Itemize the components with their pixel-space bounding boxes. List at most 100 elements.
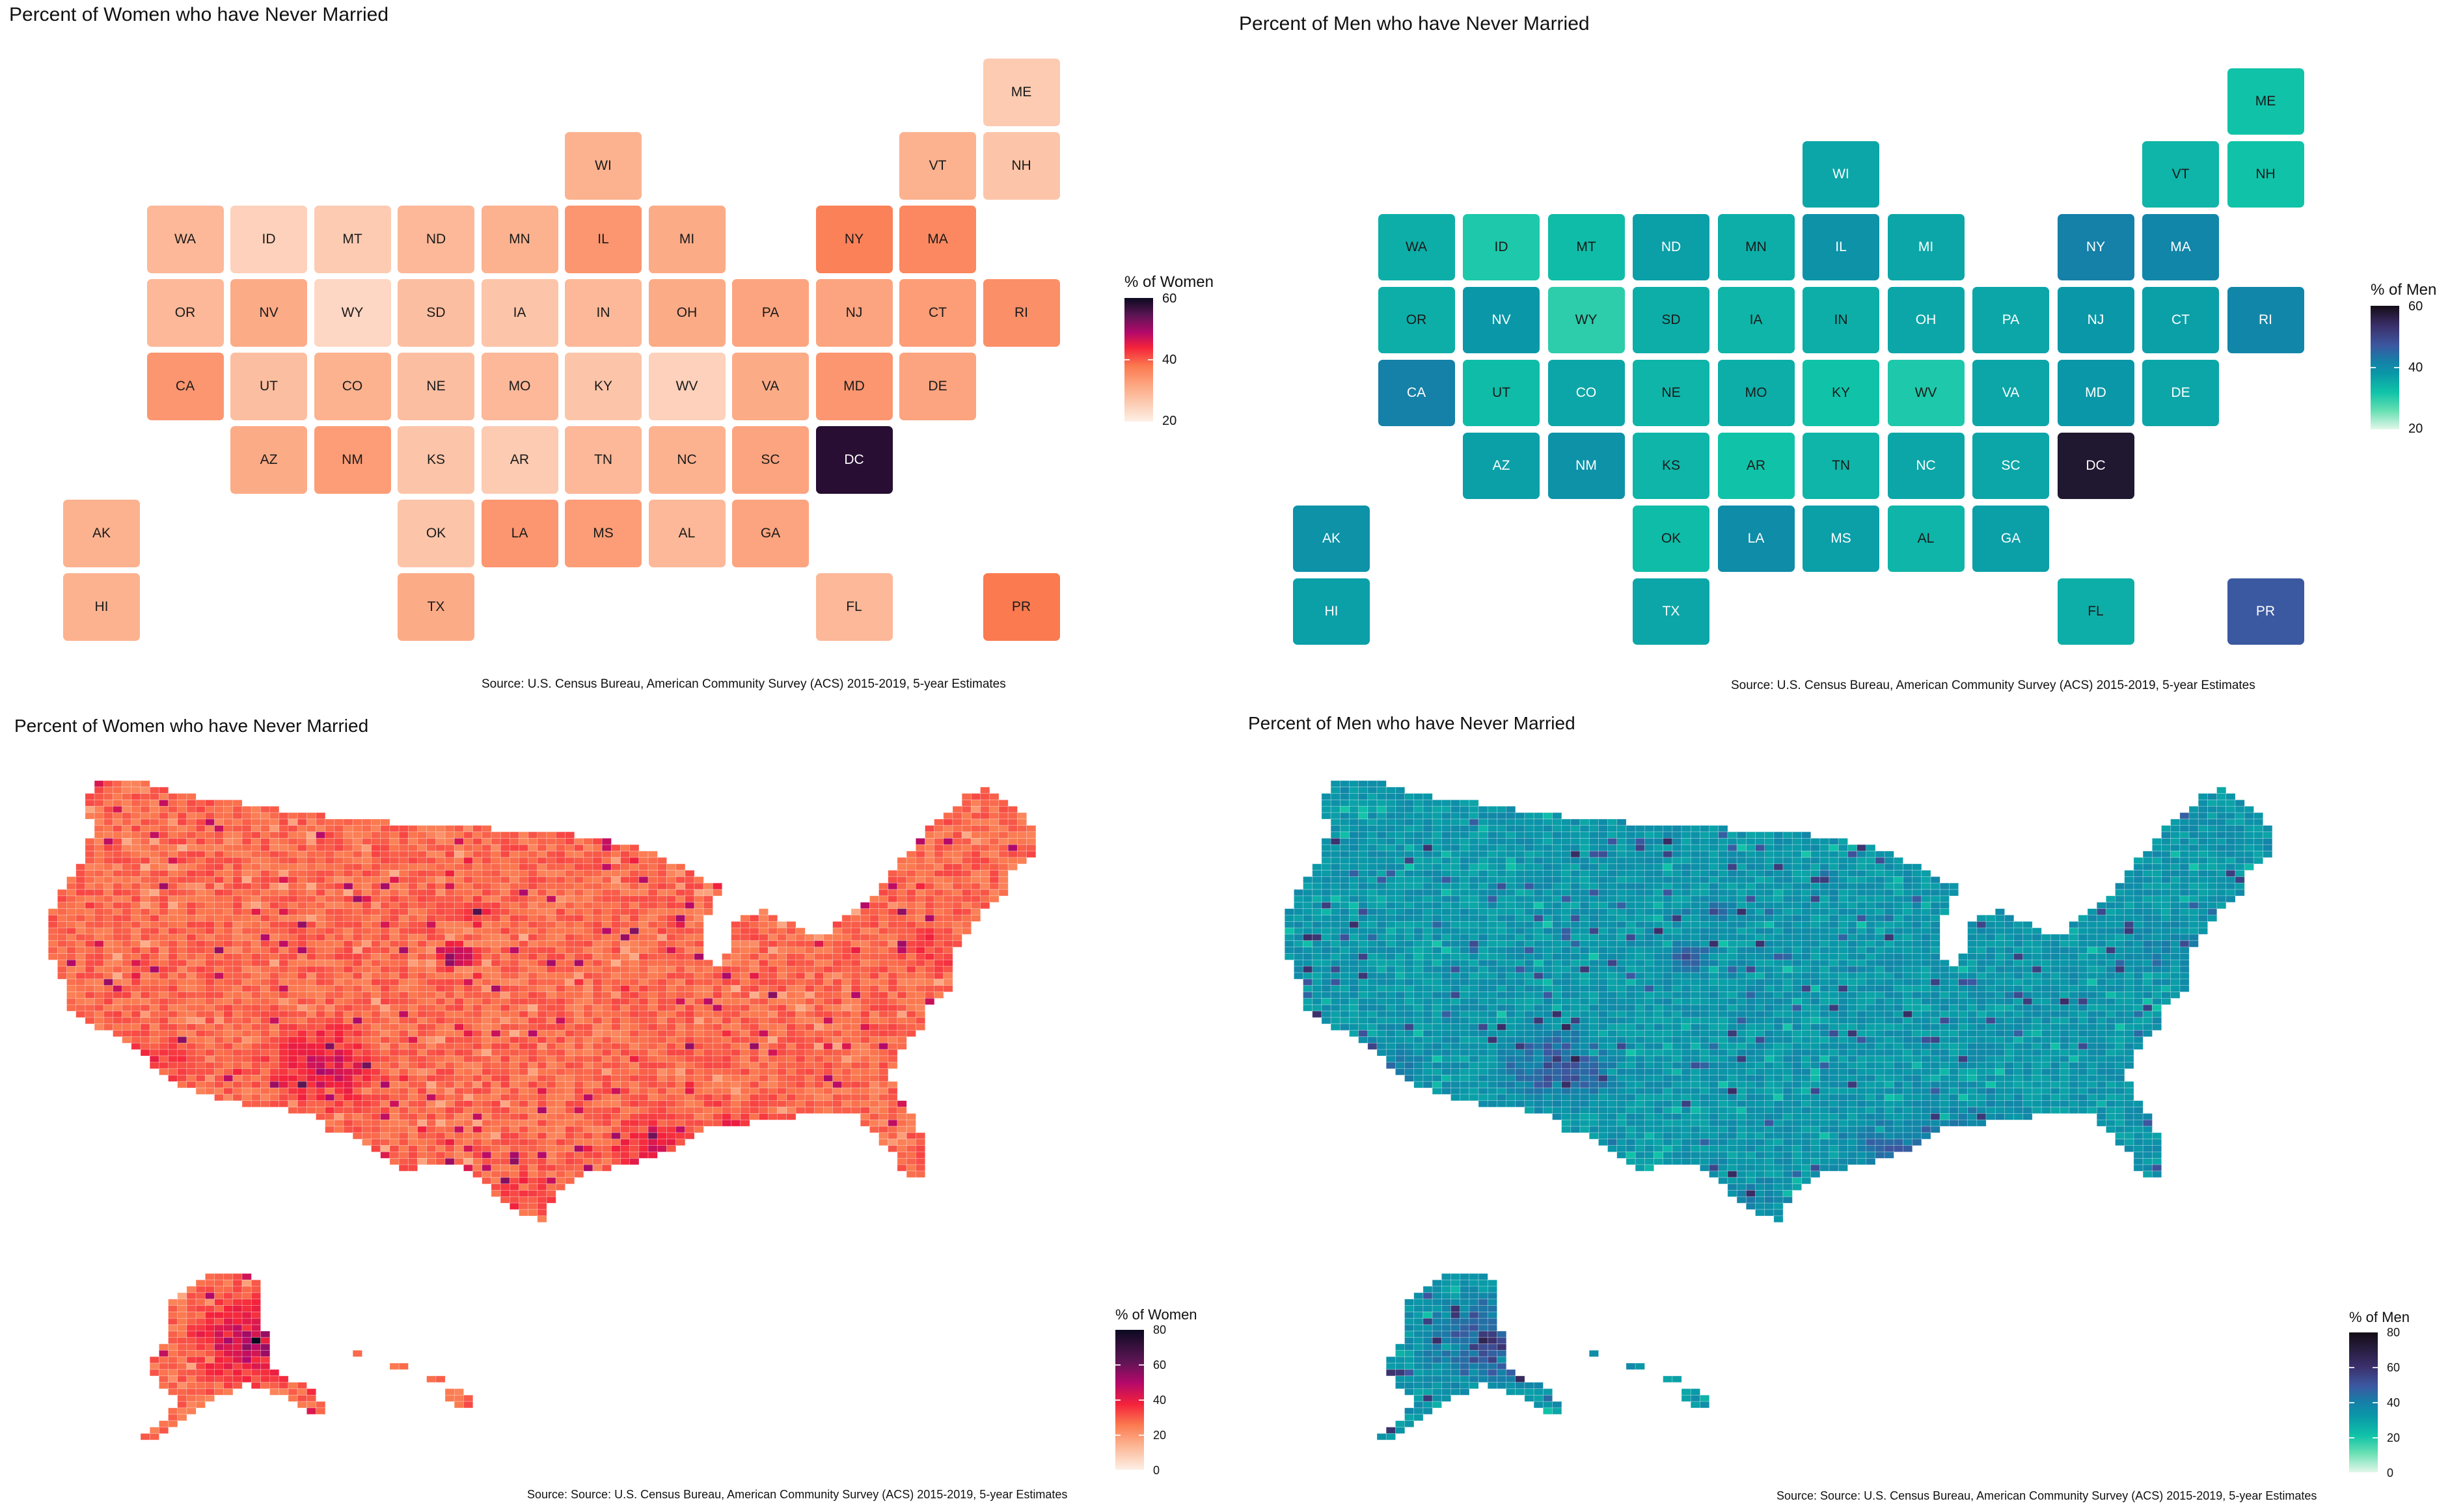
county-cell xyxy=(177,812,187,820)
county-cell xyxy=(620,889,631,897)
county-cell xyxy=(1349,780,1359,788)
county-cell xyxy=(592,1152,603,1159)
county-cell xyxy=(897,895,907,903)
county-cell xyxy=(731,947,741,954)
county-cell xyxy=(869,992,880,999)
county-cell xyxy=(998,831,1009,839)
county-cell xyxy=(1376,787,1387,794)
county-cell xyxy=(832,934,843,941)
county-cell xyxy=(1542,812,1553,820)
county-cell xyxy=(371,1062,381,1070)
county-cell xyxy=(223,1273,234,1280)
county-cell xyxy=(48,908,58,915)
county-cell xyxy=(555,985,565,992)
county-cell xyxy=(980,857,990,865)
county-cell xyxy=(407,1068,418,1075)
county-cell xyxy=(251,825,261,833)
county-cell xyxy=(574,953,584,960)
county-cell xyxy=(583,1075,593,1082)
state-label: NJ xyxy=(845,305,863,320)
county-cell xyxy=(159,1004,169,1012)
county-cell xyxy=(417,1049,428,1057)
county-cell xyxy=(888,1107,898,1114)
county-cell xyxy=(398,985,409,992)
county-cell xyxy=(343,1049,353,1057)
county-cell xyxy=(306,921,317,928)
county-cell xyxy=(241,985,252,992)
county-cell xyxy=(509,844,520,852)
county-cell xyxy=(583,1145,593,1152)
county-cell xyxy=(519,895,529,903)
county-cell xyxy=(371,1132,381,1140)
county-cell xyxy=(232,927,243,935)
county-cell xyxy=(380,1075,390,1082)
county-cell xyxy=(251,1330,261,1338)
county-cell xyxy=(491,1010,501,1018)
county-cell xyxy=(454,1394,464,1402)
county-cell xyxy=(657,895,667,903)
county-cell xyxy=(297,825,307,833)
county-cell xyxy=(657,1119,667,1127)
county-cell xyxy=(1007,805,1018,813)
county-cell xyxy=(565,1145,575,1152)
county-cell xyxy=(537,1132,547,1140)
county-cell xyxy=(316,972,326,980)
county-cell xyxy=(1422,812,1433,820)
county-cell xyxy=(832,940,843,948)
county-cell xyxy=(574,1094,584,1101)
county-cell xyxy=(389,934,400,941)
county-cell xyxy=(325,1094,335,1101)
legend-tick-label: 20 xyxy=(2408,422,2423,436)
county-cell xyxy=(860,902,870,910)
county-cell xyxy=(113,838,123,845)
county-cell xyxy=(906,921,916,928)
county-cell xyxy=(140,972,150,980)
county-cell xyxy=(897,882,907,890)
county-cell xyxy=(241,979,252,986)
county-cell xyxy=(297,953,307,960)
county-cell xyxy=(777,1055,787,1063)
county-cell xyxy=(629,876,640,884)
county-cell xyxy=(925,870,935,877)
county-cell xyxy=(435,992,446,999)
county-cell xyxy=(657,1030,667,1037)
county-cell xyxy=(204,908,215,915)
county-cell xyxy=(444,947,455,954)
county-cell xyxy=(352,1094,362,1101)
county-cell xyxy=(546,1126,556,1133)
county-cell xyxy=(241,838,252,845)
county-cell xyxy=(417,992,428,999)
county-cell xyxy=(122,805,132,813)
county-cell xyxy=(417,1081,428,1088)
county-cell xyxy=(528,1157,538,1165)
county-cell xyxy=(823,940,834,948)
county-cell xyxy=(159,1062,169,1070)
county-cell xyxy=(888,1049,898,1057)
county-cell xyxy=(610,940,621,948)
county-cell xyxy=(407,1139,418,1146)
county-cell xyxy=(610,947,621,954)
county-cell xyxy=(989,818,1000,826)
county-cell xyxy=(204,1004,215,1012)
county-cell xyxy=(1404,793,1415,800)
county-cell xyxy=(574,934,584,941)
county-cell xyxy=(592,1081,603,1088)
county-cell xyxy=(269,902,280,910)
county-cell xyxy=(444,921,455,928)
county-cell xyxy=(306,902,317,910)
county-cell xyxy=(186,908,197,915)
county-cell xyxy=(297,1036,307,1044)
county-cell xyxy=(168,831,178,839)
county-cell xyxy=(149,825,159,833)
county-cell xyxy=(251,1049,261,1057)
county-cell xyxy=(897,921,907,928)
county-cell xyxy=(168,882,178,890)
county-cell xyxy=(777,1100,787,1108)
county-cell xyxy=(444,1081,455,1088)
county-cell xyxy=(1413,793,1424,800)
county-cell xyxy=(122,902,132,910)
county-cell xyxy=(2235,800,2245,807)
county-cell xyxy=(629,902,640,910)
county-cell xyxy=(786,1036,796,1044)
state-tile-ga: GA xyxy=(1972,506,2049,572)
